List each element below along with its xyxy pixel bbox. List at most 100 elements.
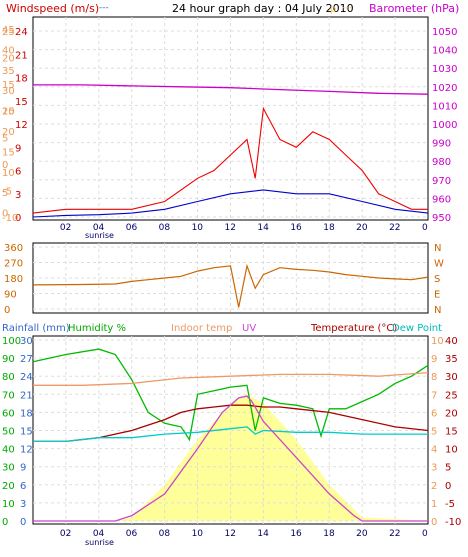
temperature-humidity-panel: Rainfall (mm) Humidity % Indoor temp UV … bbox=[2, 323, 461, 547]
panel2-grid bbox=[33, 243, 428, 313]
barometer-tick-label: 980 bbox=[432, 157, 451, 168]
windspeed-tick-label: 12 bbox=[15, 120, 28, 131]
windspeed-top-tick-label: 0 bbox=[2, 209, 8, 220]
series-line-indoor-temp bbox=[33, 371, 429, 386]
barometer-tick-label: 1030 bbox=[432, 64, 457, 75]
panel2-frame bbox=[32, 242, 429, 314]
x-tick-label: 0 bbox=[422, 223, 428, 233]
rainfall-tick-label: 9 bbox=[20, 463, 26, 474]
windspeed-alt-tick-label: 15 bbox=[2, 80, 15, 91]
rainfall-tick-label: 27 bbox=[20, 354, 33, 365]
direction-tick-label: 0 bbox=[4, 305, 10, 316]
compass-label: E bbox=[434, 290, 440, 301]
rainfall-tick-label: 30 bbox=[20, 336, 33, 347]
humidity-tick-label: 20 bbox=[2, 481, 15, 492]
rainfall-tick-label: 18 bbox=[20, 408, 33, 419]
windspeed-top-tick-label: 5 bbox=[2, 188, 8, 199]
panel2-series bbox=[32, 263, 429, 308]
rainfall-tick-label: 3 bbox=[20, 499, 26, 510]
uv-tick-label: 8 bbox=[431, 372, 437, 383]
panel3-x-ticks: 02 04 06 08 10 12 14 16 18 20 22 0 bbox=[60, 529, 428, 539]
rainfall-tick-label: 15 bbox=[20, 427, 33, 438]
uv-tick-label: 6 bbox=[431, 408, 437, 419]
windspeed-alt-tick-label: 5 bbox=[2, 133, 8, 144]
series-line-uv bbox=[33, 395, 428, 522]
humidity-tick-label: 50 bbox=[2, 427, 15, 438]
windspeed-top-tick-label: 25 bbox=[2, 107, 15, 118]
temperature-tick-label: 5 bbox=[445, 463, 451, 474]
windspeed-tick-label: 18 bbox=[15, 74, 28, 85]
compass-label: S bbox=[434, 274, 440, 285]
uv-legend: UV bbox=[242, 323, 256, 334]
x-tick-label: 04 bbox=[93, 223, 105, 233]
windspeed-tick-label: 15 bbox=[15, 97, 28, 108]
series-line-wind-average bbox=[32, 189, 429, 218]
humidity-tick-label: 70 bbox=[2, 390, 15, 401]
barometer-legend: Barometer (hPa) bbox=[369, 2, 459, 15]
x-tick-label: 06 bbox=[126, 223, 138, 233]
temperature-legend: Temperature (°C) bbox=[310, 323, 397, 334]
temperature-tick-label: 20 bbox=[445, 408, 458, 419]
x-tick-label: 16 bbox=[290, 223, 302, 233]
temperature-tick-label: 35 bbox=[445, 354, 458, 365]
x-tick-label: 12 bbox=[225, 223, 236, 233]
rainfall-tick-label: 24 bbox=[20, 372, 33, 383]
sunrise-label-3: sunrise bbox=[85, 538, 114, 547]
x-tick-label: 18 bbox=[323, 529, 335, 539]
uv-tick-label: 0 bbox=[431, 517, 437, 528]
legend-separator-2: --- bbox=[342, 3, 352, 13]
x-tick-label: 20 bbox=[356, 223, 368, 233]
barometer-tick-label: 950 bbox=[432, 213, 451, 224]
humidity-tick-label: 30 bbox=[2, 463, 15, 474]
compass-label: N bbox=[434, 243, 441, 254]
temperature-tick-label: -10 bbox=[445, 517, 461, 528]
temperature-tick-label: 40 bbox=[445, 336, 458, 347]
series-line-humidity- bbox=[32, 348, 429, 442]
rainfall-tick-label: 6 bbox=[20, 481, 26, 492]
barometer-tick-label: 1010 bbox=[432, 101, 457, 112]
barometer-tick-label: 1040 bbox=[432, 46, 457, 57]
panel3-left-ticks: 0 10 20 30 40 50 60 70 80 90 100 0 3 6 9 12 15 18 21 24 27 30 bbox=[2, 336, 33, 528]
humidity-tick-label: 80 bbox=[2, 372, 15, 383]
uv-tick-label: 5 bbox=[431, 427, 437, 438]
panel1-right-ticks: 950 960 970 980 990 1000 1010 1020 1030 1040 1050 bbox=[432, 27, 457, 224]
rainfall-tick-label: 21 bbox=[20, 390, 33, 401]
panel1-x-ticks: 02 04 06 08 10 12 14 16 18 20 22 0 bbox=[60, 223, 428, 233]
temperature-tick-label: 15 bbox=[445, 427, 458, 438]
windspeed-top-tick-label: 40 bbox=[2, 45, 15, 56]
x-tick-label: 02 bbox=[60, 529, 71, 539]
panel3-series bbox=[32, 348, 429, 522]
humidity-tick-label: 0 bbox=[2, 517, 8, 528]
humidity-legend: Humidity % bbox=[68, 323, 126, 334]
uv-tick-label: 9 bbox=[431, 354, 437, 365]
wind-barometer-panel: Windspeed (m/s) --- 24 hour graph day : … bbox=[2, 2, 459, 240]
windspeed-alt-tick-label: 25 bbox=[2, 27, 15, 38]
windspeed-top-tick-label: 15 bbox=[2, 147, 15, 158]
series-line-wind-direction bbox=[32, 263, 429, 308]
uv-tick-label: 1 bbox=[431, 499, 437, 510]
x-tick-label: 08 bbox=[159, 223, 171, 233]
barometer-tick-label: 990 bbox=[432, 139, 451, 150]
windspeed-top-tick-label: 10 bbox=[2, 168, 15, 179]
humidity-tick-label: 100 bbox=[2, 336, 21, 347]
windspeed-alt-tick-label: 20 bbox=[2, 54, 15, 65]
rainfall-tick-label: 12 bbox=[20, 445, 33, 456]
temperature-tick-label: 30 bbox=[445, 372, 458, 383]
x-tick-label: 18 bbox=[323, 223, 335, 233]
x-tick-label: 22 bbox=[389, 529, 400, 539]
x-tick-label: 10 bbox=[192, 529, 204, 539]
legend-faint-mark: p bbox=[330, 4, 336, 15]
panel1-series bbox=[32, 84, 429, 218]
rainfall-legend: Rainfall (mm) bbox=[2, 323, 70, 334]
windspeed-legend: Windspeed (m/s) bbox=[6, 2, 99, 15]
x-tick-label: 14 bbox=[257, 529, 269, 539]
x-tick-label: 16 bbox=[290, 529, 302, 539]
uv-tick-label: 4 bbox=[431, 445, 437, 456]
barometer-tick-label: 1050 bbox=[432, 27, 457, 38]
uv-tick-label: 7 bbox=[431, 390, 437, 401]
x-tick-label: 20 bbox=[356, 529, 368, 539]
indoor-temp-legend: Indoor temp bbox=[171, 323, 232, 334]
windspeed-tick-label: 0 bbox=[15, 213, 21, 224]
